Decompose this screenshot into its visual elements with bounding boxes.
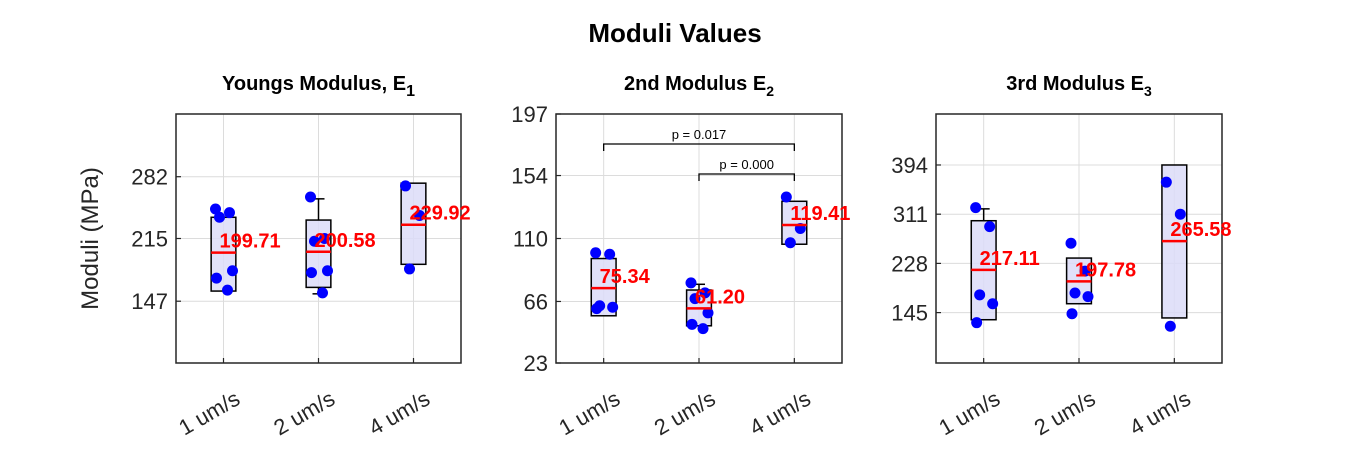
x-tick-label: 1 um/s	[174, 386, 244, 441]
data-point	[210, 203, 221, 215]
y-tick-label: 110	[513, 227, 548, 252]
median-label: 217.11	[980, 248, 1040, 270]
data-point	[414, 209, 425, 221]
y-tick-label: 228	[891, 251, 928, 276]
data-point	[400, 180, 411, 192]
data-point	[685, 277, 697, 289]
data-point	[1160, 176, 1172, 188]
plot-panel-3: 145 228 311 394 1 um/s 2 um/s 4 um/s 3rd Modulu…	[891, 73, 1231, 440]
median-label: 61.20	[695, 286, 745, 308]
data-point	[604, 248, 616, 260]
y-tick-label: 394	[891, 153, 928, 178]
median-label: 199.71	[220, 231, 281, 253]
median-label: 200.58	[315, 230, 376, 252]
x-tick-label: 2 um/s	[1030, 386, 1100, 441]
x-tick-label: 2 um/s	[269, 386, 339, 441]
data-point	[306, 267, 317, 279]
data-point	[984, 221, 996, 233]
median-label: 75.34	[600, 266, 651, 288]
data-point	[970, 202, 982, 214]
median-label: 265.58	[1170, 219, 1231, 241]
median-label: 119.41	[790, 203, 850, 225]
data-point	[697, 323, 709, 335]
x-tick-label: 4 um/s	[745, 386, 815, 441]
y-tick-label: 66	[524, 289, 548, 314]
data-point	[1065, 237, 1077, 249]
median-label: 197.78	[1075, 259, 1136, 281]
y-tick-label: 197	[511, 102, 548, 127]
plots: 147 215 282 1 um/s 2 um/s 4 um/s Youngs Modulu…	[77, 73, 1232, 440]
data-point	[686, 318, 698, 330]
significance-bracket	[603, 143, 795, 151]
data-point	[322, 265, 333, 277]
panel-title: 2nd Modulus E2	[624, 73, 774, 99]
figure-title: Moduli Values	[588, 18, 761, 48]
panel-title: Youngs Modulus, E1	[222, 73, 415, 100]
data-point	[1082, 291, 1094, 303]
data-point	[702, 307, 714, 319]
p-value-label: p = 0.000	[719, 157, 774, 172]
x-tick-label: 1 um/s	[554, 386, 624, 441]
data-point	[987, 298, 999, 310]
data-point	[1164, 320, 1176, 332]
significance-bracket	[698, 173, 795, 181]
plot-panel-1: 147 215 282 1 um/s 2 um/s 4 um/s Youngs Modulu…	[77, 73, 471, 440]
data-point	[1066, 308, 1078, 320]
p-value-label: p = 0.017	[672, 127, 727, 142]
y-tick-label: 23	[524, 351, 548, 376]
data-point	[214, 211, 225, 223]
data-point	[971, 317, 983, 329]
data-point	[211, 272, 222, 284]
plot-panel-2: 23 66 110 154 197 1 um/s 2 um/s 4 um/s 2nd Modul…	[511, 73, 850, 440]
data-point	[607, 301, 619, 313]
data-point	[227, 265, 238, 277]
y-axis-label: Moduli (MPa)	[77, 167, 104, 310]
data-point	[224, 207, 235, 219]
data-point	[404, 263, 415, 275]
data-point	[780, 191, 792, 203]
y-tick-label: 215	[131, 227, 168, 252]
x-tick-label: 4 um/s	[364, 386, 434, 441]
data-point	[309, 235, 320, 247]
data-point	[974, 289, 986, 301]
median-label: 229.92	[410, 203, 471, 225]
data-point	[222, 284, 233, 296]
data-point	[317, 287, 328, 299]
x-tick-label: 2 um/s	[650, 386, 720, 441]
data-point	[590, 247, 602, 259]
box	[781, 200, 808, 245]
y-tick-label: 282	[131, 165, 168, 190]
data-point	[591, 303, 603, 315]
data-point	[1079, 265, 1091, 277]
data-point	[689, 293, 701, 305]
y-tick-label: 154	[511, 164, 548, 189]
data-point	[784, 237, 796, 249]
y-tick-label: 145	[891, 301, 928, 326]
data-point	[699, 287, 711, 299]
panel-title: 3rd Modulus E3	[1006, 73, 1152, 99]
data-point	[305, 191, 316, 203]
data-point	[1174, 208, 1186, 220]
data-point	[319, 233, 330, 244]
y-tick-label: 147	[131, 289, 168, 314]
x-tick-label: 4 um/s	[1125, 386, 1195, 441]
y-tick-label: 311	[893, 202, 928, 227]
data-point	[1069, 287, 1081, 299]
x-tick-label: 1 um/s	[934, 386, 1004, 441]
